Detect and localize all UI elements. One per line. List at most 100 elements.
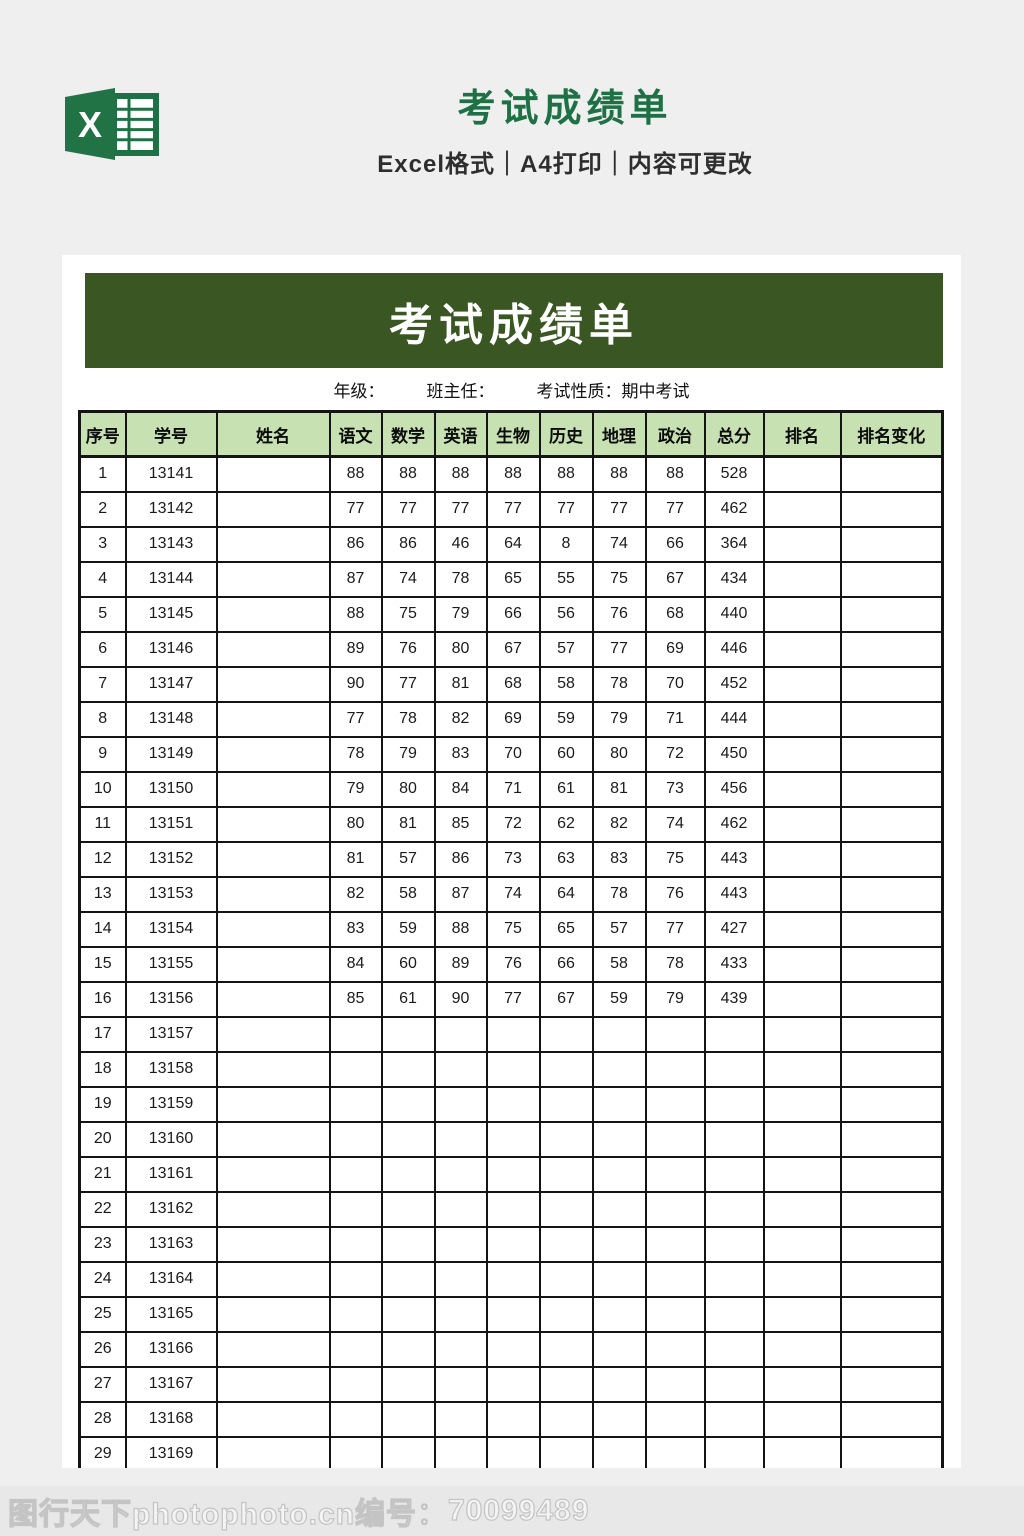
column-header: 历史 <box>538 410 594 458</box>
cell <box>433 1225 488 1263</box>
cell <box>538 1050 594 1088</box>
cell <box>644 1435 706 1468</box>
table-row: 28 13168 <box>78 1400 944 1438</box>
cell: 88 <box>328 455 383 493</box>
cell <box>762 805 842 843</box>
cell <box>839 945 944 983</box>
cell <box>215 1190 331 1228</box>
cell <box>644 1120 706 1158</box>
table-row: 21 13161 <box>78 1155 944 1193</box>
cell: 58 <box>538 665 594 703</box>
table-row: 16 13156 85 61 90 77 67 59 79 439 <box>78 980 944 1018</box>
cell: 528 <box>703 455 765 493</box>
cell: 74 <box>644 805 706 843</box>
cell: 55 <box>538 560 594 598</box>
cell <box>839 1015 944 1053</box>
cell <box>380 1190 436 1228</box>
cell: 58 <box>591 945 647 983</box>
cell <box>433 1365 488 1403</box>
cell <box>762 1085 842 1123</box>
cell <box>703 1120 765 1158</box>
cell <box>215 1330 331 1368</box>
cell: 87 <box>433 875 488 913</box>
cell: 13145 <box>124 595 218 633</box>
cell <box>485 1085 541 1123</box>
table-row: 18 13158 <box>78 1050 944 1088</box>
column-header: 政治 <box>644 410 706 458</box>
cell: 83 <box>328 910 383 948</box>
cell <box>703 1050 765 1088</box>
cell: 13154 <box>124 910 218 948</box>
sheet-banner-title: 考试成绩单 <box>389 300 639 350</box>
cell: 80 <box>328 805 383 843</box>
cell <box>644 1050 706 1088</box>
cell <box>328 1050 383 1088</box>
cell: 85 <box>328 980 383 1018</box>
cell: 13152 <box>124 840 218 878</box>
cell: 10 <box>78 770 127 808</box>
cell <box>762 875 842 913</box>
cell <box>538 1190 594 1228</box>
cell: 77 <box>328 490 383 528</box>
cell: 5 <box>78 595 127 633</box>
cell: 13147 <box>124 665 218 703</box>
cell: 78 <box>380 700 436 738</box>
cell <box>762 490 842 528</box>
cell <box>839 560 944 598</box>
table-row: 2 13142 77 77 77 77 77 77 77 462 <box>78 490 944 528</box>
cell <box>538 1015 594 1053</box>
cell <box>839 1225 944 1263</box>
cell <box>380 1295 436 1333</box>
cell: 77 <box>644 910 706 948</box>
cell <box>538 1400 594 1438</box>
cell <box>328 1365 383 1403</box>
cell <box>380 1260 436 1298</box>
column-header: 排名 <box>762 410 842 458</box>
cell <box>762 770 842 808</box>
column-header: 姓名 <box>215 410 331 458</box>
head-teacher-label: 班主任： <box>426 381 495 401</box>
table-row: 4 13144 87 74 78 65 55 75 67 434 <box>78 560 944 598</box>
cell: 82 <box>433 700 488 738</box>
cell: 13155 <box>124 945 218 983</box>
cell <box>538 1295 594 1333</box>
cell <box>538 1085 594 1123</box>
cell <box>762 700 842 738</box>
cell <box>839 1050 944 1088</box>
cell: 66 <box>644 525 706 563</box>
cell <box>538 1365 594 1403</box>
cell <box>433 1120 488 1158</box>
cell: 79 <box>433 595 488 633</box>
cell: 13151 <box>124 805 218 843</box>
table-row: 11 13151 80 81 85 72 62 82 74 462 <box>78 805 944 843</box>
table-row: 13 13153 82 58 87 74 64 78 76 443 <box>78 875 944 913</box>
cell <box>328 1295 383 1333</box>
cell: 6 <box>78 630 127 668</box>
cell: 77 <box>644 490 706 528</box>
cell <box>762 1260 842 1298</box>
cell: 450 <box>703 735 765 773</box>
cell: 13141 <box>124 455 218 493</box>
cell: 13 <box>78 875 127 913</box>
cell <box>433 1050 488 1088</box>
cell <box>215 665 331 703</box>
cell <box>380 1155 436 1193</box>
cell: 29 <box>78 1435 127 1468</box>
cell <box>215 770 331 808</box>
cell: 456 <box>703 770 765 808</box>
cell <box>328 1400 383 1438</box>
table-row: 14 13154 83 59 88 75 65 57 77 427 <box>78 910 944 948</box>
cell <box>839 1295 944 1333</box>
cell <box>762 1295 842 1333</box>
cell <box>644 1330 706 1368</box>
cell: 59 <box>538 700 594 738</box>
cell: 68 <box>485 665 541 703</box>
cell: 67 <box>538 980 594 1018</box>
cell <box>215 805 331 843</box>
table-body: 1 13141 88 88 88 88 88 88 88 528 2 13142 77 77 77 77 77 7… <box>78 455 944 1468</box>
cell <box>591 1330 647 1368</box>
cell <box>215 1050 331 1088</box>
cell <box>762 1400 842 1438</box>
cell <box>215 1015 331 1053</box>
